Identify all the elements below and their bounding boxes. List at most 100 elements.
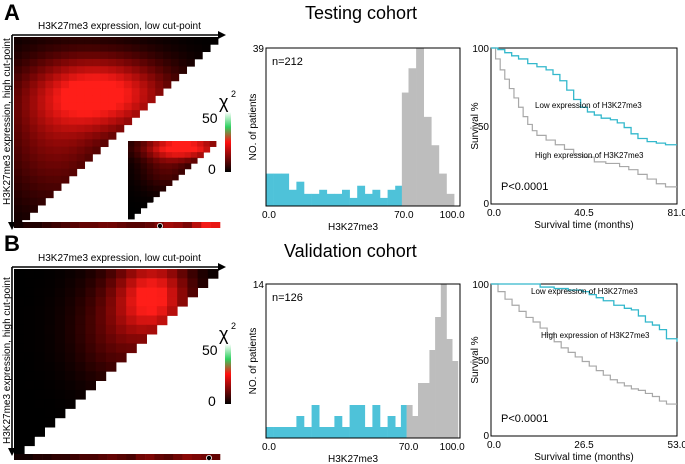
heatmap-cell (147, 58, 156, 67)
heatmap-cell (76, 139, 86, 148)
heatmap-cell (178, 58, 188, 67)
heatmap-cell (37, 95, 46, 104)
heatmap-cell (29, 80, 38, 89)
heatmap-cell (131, 66, 140, 74)
heatmap-cell (61, 80, 70, 89)
histogram-a-frame (265, 47, 461, 207)
heatmap-cell (14, 132, 23, 140)
heatmap-cell (65, 306, 76, 316)
heatmap-cell (178, 163, 185, 170)
heatmap-cell (197, 269, 209, 279)
heatmap-cell (61, 110, 70, 118)
heatmap-cell (53, 146, 62, 155)
heatmap-cell (92, 73, 101, 82)
histogram-bar (273, 427, 282, 438)
heatmap-cell (156, 306, 168, 316)
heatmap-cell (54, 389, 66, 400)
heatmap-cell (54, 296, 66, 307)
heatmap-cell (139, 58, 148, 67)
heatmap-cell (105, 306, 117, 316)
heatmap-cell (100, 58, 109, 67)
chi-symbol-a: χ (219, 92, 229, 112)
heatmap-a: H3K27me3 expression, low cut-point H3K27… (2, 21, 236, 230)
histogram-bar (334, 193, 343, 206)
heatmap-cell (167, 296, 178, 307)
heatmap-cell (37, 73, 46, 82)
km-b-low-curve (491, 283, 678, 342)
heatmap-cell (186, 51, 195, 60)
heatmap-cell (108, 95, 117, 104)
heatmap-cell (153, 191, 160, 198)
heatmap-cell (21, 88, 31, 96)
heatmap-cell (92, 124, 101, 133)
heatmap-cell (24, 436, 35, 447)
heatmap-cell (75, 371, 86, 381)
heatmap-cell (85, 287, 96, 298)
histogram-bar (288, 189, 297, 206)
heatmap-cell (116, 269, 127, 279)
heatmap-cell (37, 132, 46, 140)
heatmap-cell (128, 185, 135, 192)
heatmap-cell (14, 389, 25, 400)
heatmap-cell (116, 51, 125, 60)
heatmap-cell (105, 296, 117, 307)
heatmap-cell (116, 80, 125, 89)
heatmap-cell (116, 102, 125, 111)
heatmap-cell (178, 66, 188, 74)
km-b-xtick-2: 53.0 (668, 440, 685, 451)
histogram-bar (281, 427, 290, 438)
heatmap-cell (21, 58, 31, 67)
heatmap-cell (147, 66, 156, 74)
heatmap-cell (53, 161, 62, 169)
heatmap-cell (37, 183, 46, 191)
heatmap-cell (45, 117, 54, 126)
heatmap-cell (14, 380, 25, 391)
heatmap-cell (146, 191, 154, 198)
heatmap-cell (184, 152, 192, 159)
heatmap-cell (14, 324, 25, 335)
heatmap-cell (95, 362, 107, 372)
heatmap-cell (105, 278, 117, 288)
heatmap-cell (14, 334, 25, 344)
validation-inset-heatmap (124, 138, 218, 222)
histogram-bar (266, 173, 274, 206)
heatmap-cell (156, 315, 168, 326)
heatmap-cell (202, 37, 211, 45)
heatmap-cell (45, 37, 54, 45)
heatmap-cell (170, 51, 180, 60)
heatmap-cell (95, 306, 107, 316)
heatmap-cell (44, 352, 56, 363)
heatmap-cell (54, 408, 66, 419)
heatmap-cell (29, 168, 38, 177)
heatmap-cell (76, 88, 86, 96)
heatmap-cell (68, 73, 78, 82)
heatmap-cell (163, 73, 172, 82)
heatmap-cell (159, 180, 167, 186)
heatmap-cell (24, 362, 35, 372)
heatmap-cell (140, 157, 148, 164)
histogram-b: n=126 14 NO. of patients H3K27me3 0.0 70… (248, 280, 465, 464)
heatmap-cell (153, 146, 160, 153)
heatmap-cell (128, 196, 135, 203)
km-b-frame (490, 283, 678, 437)
heatmap-cell (140, 168, 148, 175)
side-arrowhead-b (8, 448, 16, 456)
km-a-high-curve (491, 47, 677, 188)
heatmap-cell (65, 324, 76, 335)
km-a-ytick-1: 50 (478, 122, 490, 133)
heatmap-cell (61, 58, 70, 67)
heatmap-cell (44, 296, 56, 307)
km-a-xtick-2: 81.0 (668, 208, 685, 219)
heatmap-cell (136, 287, 147, 298)
heatmap-cell (24, 315, 35, 326)
heatmap-cell (85, 343, 96, 354)
heatmap-cell (29, 95, 38, 104)
heatmap-cell (84, 44, 93, 53)
histogram-bar (349, 405, 358, 438)
heatmap-cell (116, 37, 125, 45)
histogram-bar (357, 185, 366, 206)
heatmap-cell (45, 44, 54, 53)
heatmap-cell (128, 180, 135, 186)
heatmap-cell (100, 80, 109, 89)
heatmap-cell (34, 389, 45, 400)
